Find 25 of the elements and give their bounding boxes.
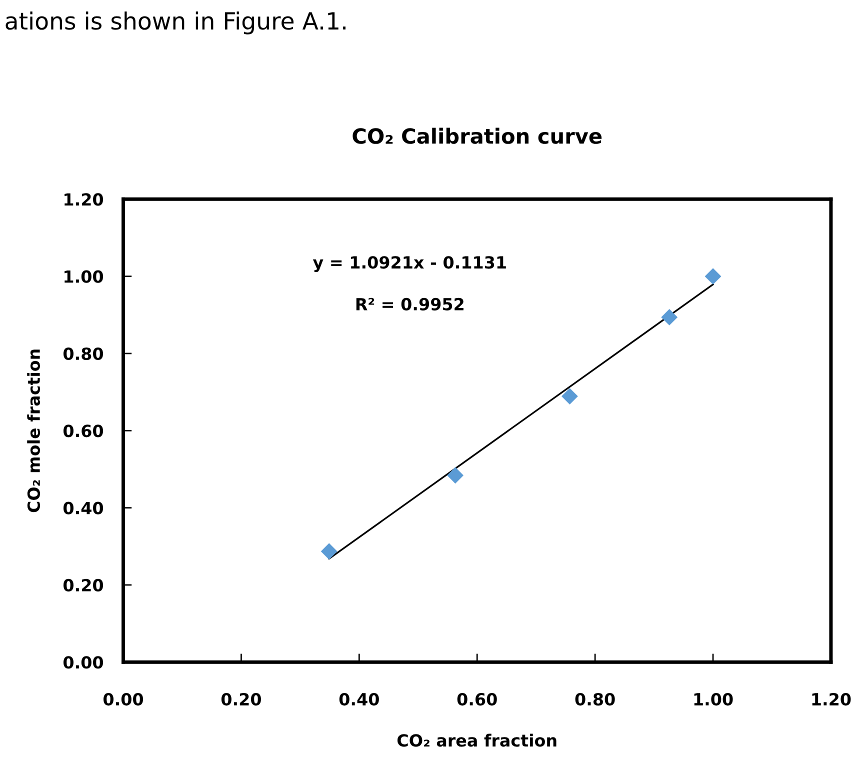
- y-tick-label: 0.20: [64, 578, 104, 592]
- x-tick-label: 1.20: [812, 692, 851, 706]
- x-tick-label: 0.60: [457, 692, 497, 706]
- chart-title: CO₂ Calibration curve: [352, 128, 602, 144]
- y-tick-label: 0.40: [64, 502, 104, 514]
- point: [447, 467, 464, 484]
- y-tick-label: 1.00: [64, 270, 104, 283]
- y-tick-label: 0.80: [64, 347, 104, 360]
- point: [661, 309, 678, 326]
- point: [704, 268, 722, 285]
- y-tick-label: 0.60: [64, 424, 104, 438]
- y-axis-title: CO₂ mole fraction: [27, 350, 40, 512]
- text: ations is shown in Figure A.1.: [6, 12, 346, 34]
- x-tick-label: 0.80: [575, 692, 615, 706]
- x-tick-label: 1.00: [694, 692, 733, 706]
- point: [561, 388, 578, 405]
- point: [320, 543, 338, 560]
- x-axis-title: CO₂ area fraction: [397, 734, 556, 747]
- y-tick-label: 1.20: [64, 193, 104, 206]
- x-tick-label: 0.40: [339, 692, 379, 706]
- x-tick-label: 0.00: [104, 692, 144, 706]
- annotation: R² = 0.9952: [356, 298, 464, 310]
- x-tick-label: 0.20: [221, 692, 261, 706]
- annotation: y = 1.0921x - 0.1131: [312, 256, 506, 272]
- y-tick-label: 0.00: [64, 656, 104, 669]
